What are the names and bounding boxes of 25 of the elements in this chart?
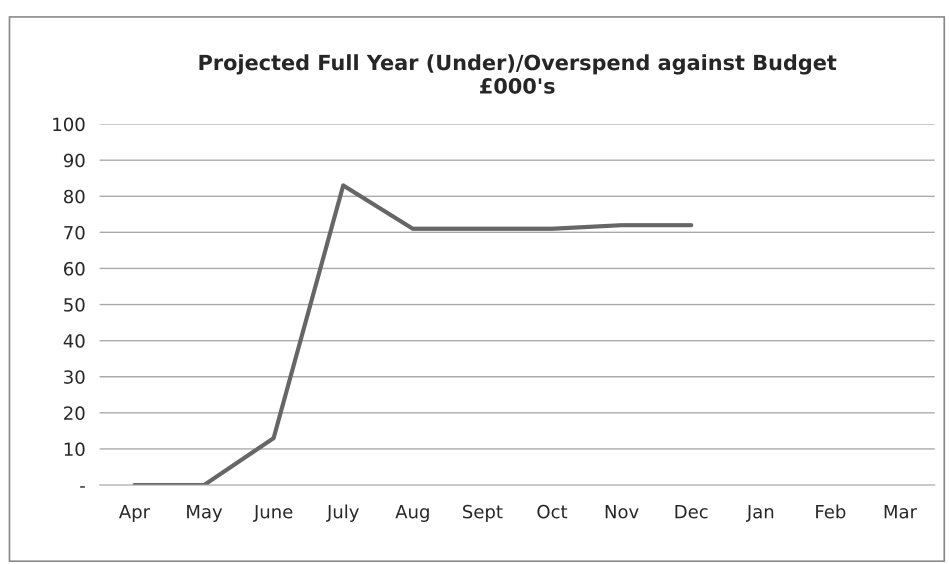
x-tick-label: Aug: [395, 505, 429, 522]
y-tick-label: 40: [64, 334, 85, 348]
x-tick-label: July: [326, 504, 359, 522]
x-tick-label: Nov: [606, 505, 639, 518]
y-tick-label: 50: [64, 298, 85, 312]
line-series: [132, 183, 694, 486]
x-tick-label: May: [187, 505, 222, 522]
y-tick-label: 30: [64, 370, 85, 384]
y-tick-label: 10: [64, 442, 85, 456]
y-tick-label: 20: [64, 406, 85, 420]
y-tick-label: 70: [64, 226, 85, 240]
x-tick-label: Feb: [816, 504, 846, 518]
chart-title: Projected Full Year (Under)/Overspend against Budget £000's: [199, 54, 836, 94]
x-tick-label: Apr: [118, 505, 150, 522]
y-tick-label: -: [80, 486, 85, 488]
x-tick-label: June: [253, 505, 292, 522]
x-tick-label: Sept: [463, 504, 503, 522]
x-tick-label: Mar: [884, 505, 917, 518]
y-tick-label: 90: [64, 154, 85, 168]
x-tick-label: Dec: [675, 505, 708, 518]
x-tick-label: Oct: [537, 504, 568, 518]
y-tick-label: 60: [64, 262, 85, 276]
x-tick-label: Jan: [746, 505, 774, 522]
y-tick-label: 80: [64, 190, 85, 204]
y-tick-label: 100: [53, 118, 85, 132]
